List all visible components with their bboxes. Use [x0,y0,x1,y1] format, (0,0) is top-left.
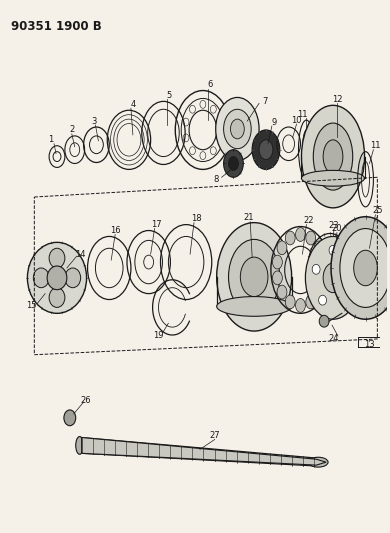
Ellipse shape [64,410,76,426]
Ellipse shape [319,295,326,305]
Ellipse shape [354,250,378,286]
Text: 3: 3 [92,117,97,126]
Ellipse shape [314,241,324,255]
Ellipse shape [319,316,329,327]
Ellipse shape [313,123,353,190]
Ellipse shape [329,245,337,255]
Ellipse shape [301,171,365,186]
Ellipse shape [314,285,324,299]
Ellipse shape [277,241,287,255]
Ellipse shape [296,228,305,241]
Text: 14: 14 [75,249,86,259]
Ellipse shape [49,288,65,308]
Ellipse shape [27,243,87,313]
Ellipse shape [323,140,343,173]
Ellipse shape [273,255,282,269]
Text: 18: 18 [191,214,201,223]
Ellipse shape [346,264,354,274]
Text: 15: 15 [26,301,37,310]
Text: 7: 7 [262,97,268,106]
Text: 16: 16 [110,226,121,235]
Polygon shape [82,438,326,465]
Ellipse shape [252,130,280,169]
Ellipse shape [229,239,280,314]
Ellipse shape [308,457,328,467]
Text: 27: 27 [209,431,220,440]
Ellipse shape [305,237,361,319]
Ellipse shape [306,295,316,309]
Text: 12: 12 [332,95,342,104]
Ellipse shape [273,271,282,285]
Ellipse shape [323,263,343,293]
Text: 1: 1 [48,135,54,144]
Text: 23: 23 [329,221,339,230]
Text: 9: 9 [271,118,277,126]
Text: 10: 10 [291,116,302,125]
Ellipse shape [223,109,251,149]
Text: 11: 11 [297,110,308,119]
Text: 25: 25 [372,206,383,215]
Ellipse shape [216,98,259,160]
Ellipse shape [331,217,390,319]
Ellipse shape [33,268,49,288]
Text: 21: 21 [243,213,254,222]
Ellipse shape [217,223,292,331]
Ellipse shape [49,248,65,268]
Ellipse shape [340,229,390,308]
Text: 24: 24 [329,334,339,343]
Ellipse shape [285,231,295,245]
Ellipse shape [47,266,67,289]
Text: 5: 5 [167,91,172,100]
Text: 11: 11 [370,141,381,150]
Ellipse shape [319,255,328,269]
Ellipse shape [296,298,305,312]
Ellipse shape [312,264,320,274]
Ellipse shape [65,268,81,288]
Text: 13: 13 [364,341,375,349]
Ellipse shape [217,296,292,316]
Ellipse shape [277,285,287,299]
Ellipse shape [259,140,273,159]
Ellipse shape [319,271,328,285]
Ellipse shape [230,119,244,139]
Text: 90351 1900 B: 90351 1900 B [11,20,101,33]
Text: 8: 8 [213,175,218,184]
Ellipse shape [76,437,83,454]
Ellipse shape [339,295,347,305]
Text: 22: 22 [303,216,314,225]
Ellipse shape [285,295,295,309]
Ellipse shape [229,157,238,171]
Text: 4: 4 [130,100,135,109]
Ellipse shape [223,150,243,177]
Text: 6: 6 [207,80,213,89]
Text: 20: 20 [332,224,342,233]
Ellipse shape [240,257,268,296]
Text: 19: 19 [153,330,164,340]
Ellipse shape [301,106,365,208]
Text: 17: 17 [151,220,162,229]
Ellipse shape [306,231,316,245]
Text: 26: 26 [80,395,91,405]
Text: 2: 2 [69,125,74,134]
